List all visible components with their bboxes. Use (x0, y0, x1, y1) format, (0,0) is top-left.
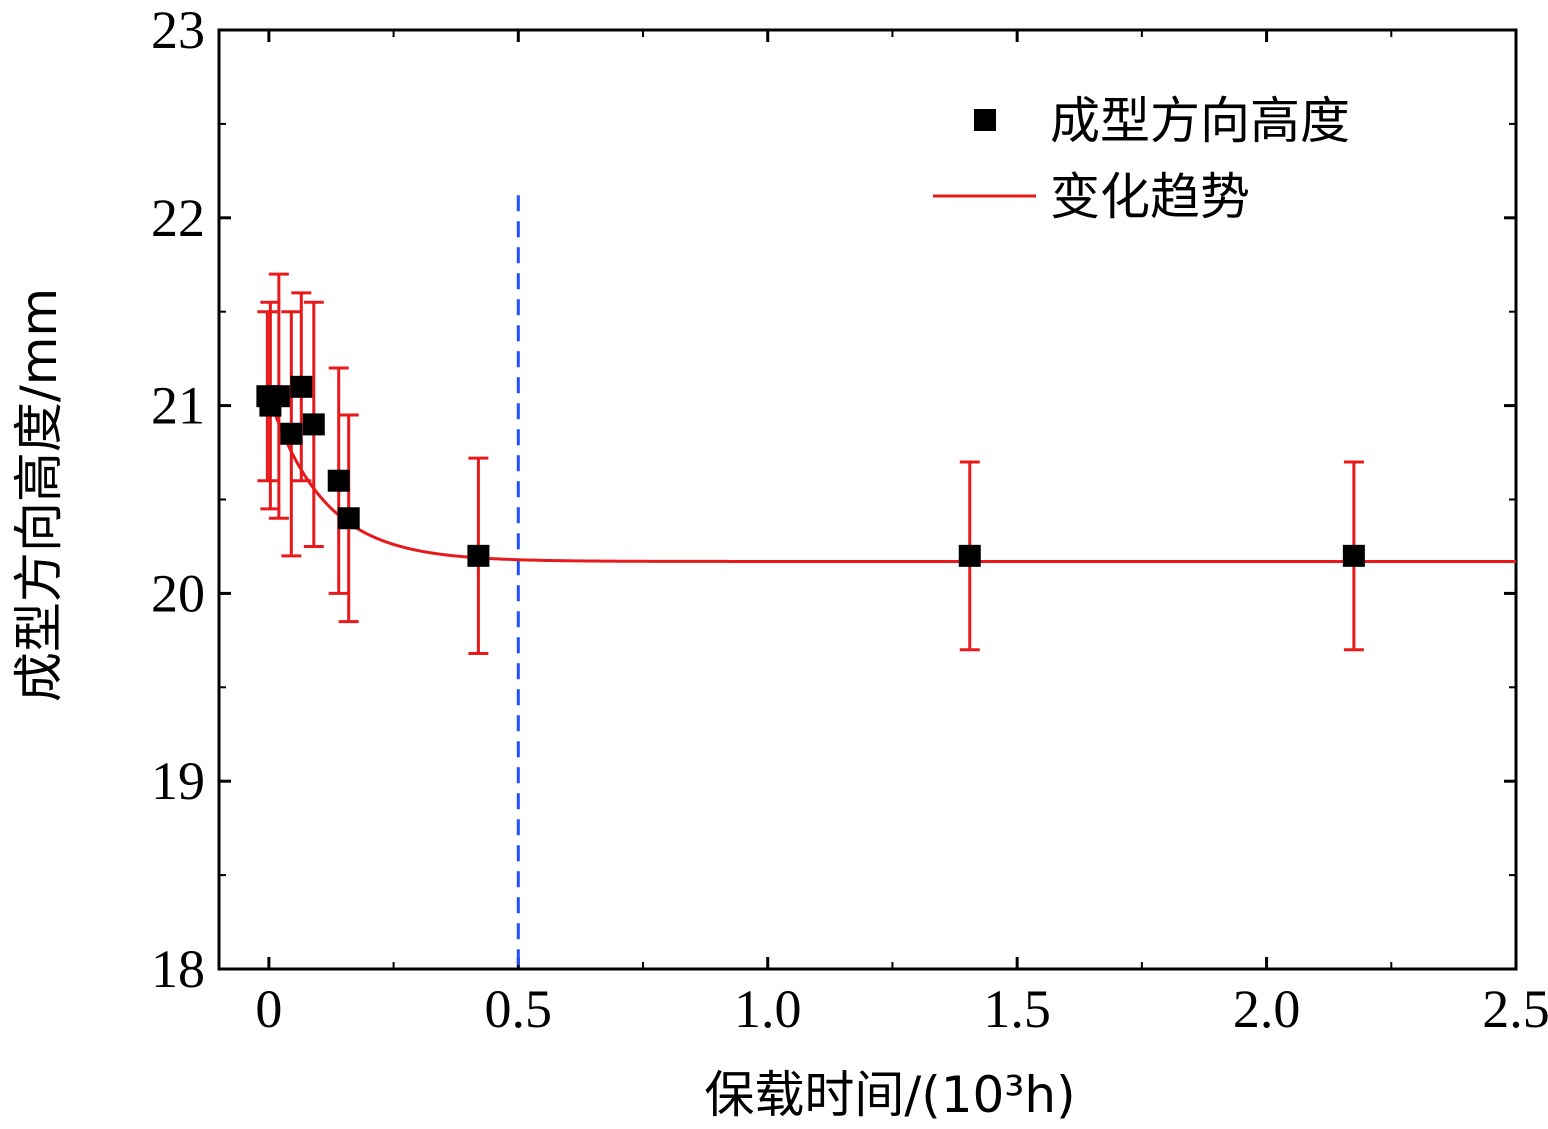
x-tick-label: 2.5 (1482, 979, 1548, 1039)
legend-label-points: 成型方向高度 (1050, 92, 1350, 150)
axis-ticks: 0 0.5 1.0 1.5 2.0 2.5 18 19 20 21 22 23 (151, 0, 1548, 1039)
data-point (467, 544, 490, 567)
trend-curve-group (267, 395, 1516, 563)
x-tick-label: 1.5 (983, 979, 1051, 1039)
y-axis-title: 成型方向高度/mm (10, 288, 68, 702)
data-point (958, 544, 981, 567)
legend-label-line: 变化趋势 (1050, 168, 1250, 226)
data-point (280, 422, 303, 445)
y-tick-label: 21 (151, 376, 205, 436)
x-tick-label: 0 (255, 979, 282, 1039)
x-tick-label: 1.0 (734, 979, 802, 1039)
legend: 成型方向高度 变化趋势 (933, 92, 1350, 226)
legend-marker-square (974, 109, 996, 131)
data-point (290, 375, 313, 398)
y-tick-label: 22 (151, 188, 205, 248)
x-axis-title: 保载时间/(10³h) (704, 1066, 1075, 1124)
trend-line (267, 395, 1516, 563)
data-point (337, 507, 360, 530)
y-tick-label: 18 (151, 939, 205, 999)
data-point (267, 385, 290, 408)
data-points-group (256, 272, 1365, 655)
y-tick-label: 19 (151, 751, 205, 811)
data-point (302, 413, 325, 436)
y-tick-label: 20 (151, 563, 205, 623)
plot-frame (217, 28, 1518, 971)
x-tick-label: 0.5 (485, 979, 553, 1039)
data-point (1342, 544, 1365, 567)
data-point (327, 469, 350, 492)
x-tick-label: 2.0 (1233, 979, 1301, 1039)
y-tick-label: 23 (151, 0, 205, 60)
